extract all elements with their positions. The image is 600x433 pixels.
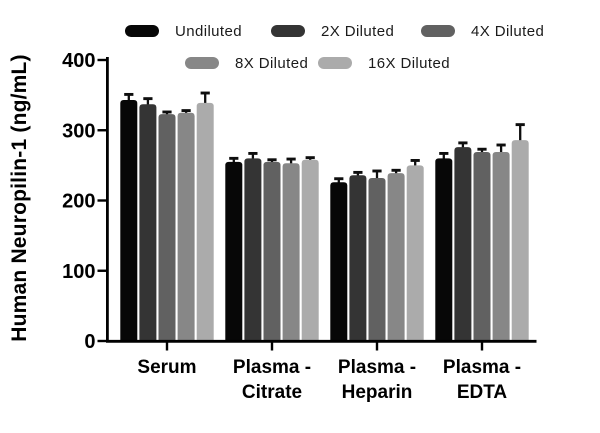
x-group-label-line: Heparin — [342, 382, 413, 403]
bar-serum-2x-diluted — [139, 104, 157, 342]
x-group-label-line: Plasma - — [338, 357, 416, 378]
legend-item-4x-diluted: 4X Diluted — [421, 22, 545, 40]
x-group-label-line: Plasma - — [443, 357, 521, 378]
x-group-label-plasma-edta: Plasma - EDTA — [443, 357, 521, 403]
legend-swatch-undiluted — [125, 25, 159, 37]
bar-plasma-heparin-4x-diluted — [368, 178, 386, 342]
x-group-label-line: Serum — [137, 357, 196, 378]
bar-plasma-heparin-undiluted — [330, 182, 348, 342]
bar-plasma-citrate-undiluted — [225, 161, 243, 342]
bar-plasma-heparin-16x-diluted — [406, 165, 424, 342]
legend-swatch-4x-diluted — [421, 25, 455, 37]
bar-plasma-edta-2x-diluted — [454, 147, 472, 342]
y-tick-label-0: 0 — [84, 331, 95, 353]
legend-swatch-16x-diluted — [318, 57, 352, 69]
legend-label: 4X Diluted — [471, 22, 545, 40]
bar-plasma-edta-16x-diluted — [511, 140, 529, 342]
bar-plasma-heparin-2x-diluted — [349, 175, 367, 342]
y-tick-label-400: 400 — [62, 50, 95, 72]
bar-serum-8x-diluted — [177, 112, 195, 342]
legend-item-undiluted: Undiluted — [125, 22, 242, 40]
bar-plasma-heparin-8x-diluted — [387, 173, 405, 342]
y-tick-label-300: 300 — [62, 120, 95, 142]
y-tick-label-100: 100 — [62, 261, 95, 283]
legend-label: 16X Diluted — [368, 54, 450, 72]
y-tick-label-200: 200 — [62, 191, 95, 213]
bar-plasma-edta-undiluted — [435, 158, 453, 342]
legend-item-8x-diluted: 8X Diluted — [185, 54, 309, 72]
bar-plasma-citrate-2x-diluted — [244, 158, 262, 342]
legend-swatch-8x-diluted — [185, 57, 219, 69]
x-group-label-line: EDTA — [457, 382, 508, 403]
bar-plasma-citrate-4x-diluted — [263, 161, 281, 342]
legend-label: Undiluted — [175, 22, 242, 40]
legend-swatch-2x-diluted — [271, 25, 305, 37]
bar-serum-4x-diluted — [158, 114, 176, 342]
legend-label: 2X Diluted — [321, 22, 395, 40]
x-group-label-line: Plasma - — [233, 357, 311, 378]
legend-item-2x-diluted: 2X Diluted — [271, 22, 395, 40]
x-group-label-line: Citrate — [242, 382, 302, 403]
bar-plasma-citrate-16x-diluted — [301, 159, 319, 342]
legend-label: 8X Diluted — [235, 54, 309, 72]
legend-item-16x-diluted: 16X Diluted — [318, 54, 450, 72]
x-group-label-plasma-heparin: Plasma - Heparin — [338, 357, 416, 403]
x-group-label-serum: Serum — [137, 357, 196, 378]
bar-serum-16x-diluted — [196, 102, 214, 342]
bar-plasma-edta-4x-diluted — [473, 152, 491, 342]
x-group-label-plasma-citrate: Plasma - Citrate — [233, 357, 311, 403]
bar-plasma-edta-8x-diluted — [492, 152, 510, 342]
chart-legend: Undiluted 2X Diluted 4X Diluted 8X Diluted 1… — [0, 0, 600, 75]
bar-serum-undiluted — [120, 100, 138, 342]
bar-plasma-citrate-8x-diluted — [282, 163, 300, 342]
